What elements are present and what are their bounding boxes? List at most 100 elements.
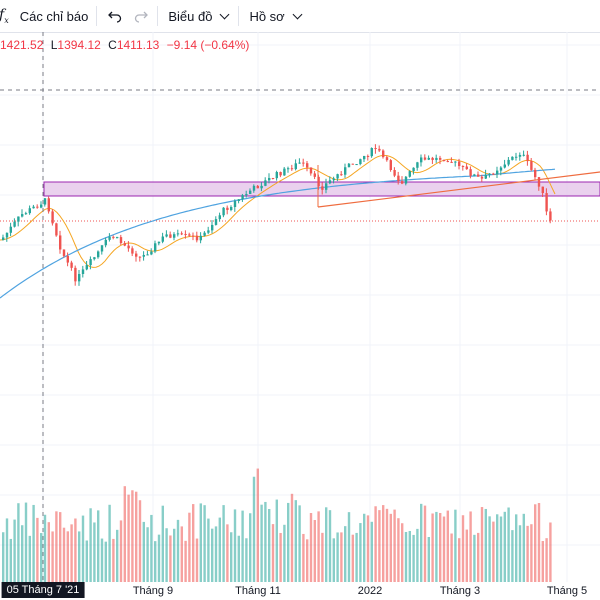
volume-bar [154, 541, 157, 582]
candle [302, 162, 305, 164]
volume-bar [283, 524, 286, 582]
candle [85, 265, 88, 270]
candle [526, 154, 529, 162]
volume-bar [537, 503, 541, 582]
volume-bar [97, 510, 100, 582]
candle [245, 194, 248, 196]
volume-bar [454, 509, 457, 582]
volume-bar [515, 514, 518, 582]
candle [522, 154, 525, 156]
volume-bar [309, 513, 313, 582]
candle [283, 168, 286, 176]
volume-bar [127, 494, 130, 582]
price-chart[interactable] [0, 32, 600, 582]
candle [507, 159, 510, 165]
indicators-button[interactable]: fx Các chỉ báo [0, 0, 96, 32]
volume-bar [93, 522, 96, 582]
time-axis[interactable]: 05 Tháng 7 '21 Tháng 9 Tháng 11 2022 Thá… [0, 582, 600, 600]
volume-bar [237, 535, 240, 582]
volume-bar [355, 532, 358, 582]
chart-menu-button[interactable]: Biểu đồ [158, 0, 238, 32]
volume-bar [336, 532, 339, 582]
volume-bar [328, 510, 332, 582]
candle [488, 173, 491, 175]
volume-bar [279, 532, 282, 582]
candle [112, 236, 115, 238]
candle [412, 167, 415, 172]
legend-low-label: L [50, 38, 58, 52]
volume-bar [104, 541, 107, 582]
candle [321, 186, 324, 190]
volume-bar [461, 515, 465, 582]
x-tick-label: Tháng 5 [546, 585, 588, 597]
candle [226, 207, 229, 211]
candle [40, 204, 43, 208]
volume-bar [378, 510, 381, 582]
candle [161, 236, 164, 242]
volume-bar [222, 505, 225, 582]
volume-bar [78, 531, 81, 582]
volume-bar [268, 509, 271, 582]
volume-bar [492, 521, 495, 582]
volume-bar [142, 521, 145, 582]
volume-bar [290, 493, 294, 582]
volume-bar [545, 538, 548, 582]
candle [268, 177, 271, 181]
trendline [317, 171, 600, 208]
volume-bar [135, 491, 138, 582]
volume-bar [245, 538, 248, 582]
candle [473, 174, 476, 176]
candle [378, 148, 381, 151]
profile-menu-button[interactable]: Hồ sơ [239, 0, 310, 32]
volume-bar [9, 538, 12, 582]
moving-average-slow [0, 168, 556, 299]
volume-bar [112, 538, 115, 582]
candle [290, 168, 294, 170]
volume-bar [401, 523, 404, 582]
candle [294, 163, 297, 170]
volume-bar [351, 534, 354, 582]
candle [439, 157, 442, 160]
candle [2, 237, 5, 240]
candle [420, 157, 423, 163]
moving-average-fast [0, 154, 556, 268]
candle [66, 255, 69, 263]
candle [287, 168, 290, 170]
x-tick-label: Tháng 3 [439, 585, 481, 597]
volume-bar [146, 527, 149, 582]
candle [484, 174, 487, 179]
volume-bar [264, 501, 267, 582]
volume-bar [85, 540, 88, 582]
volume-bar [423, 505, 427, 582]
volume-bar [195, 538, 199, 582]
volume-bar [66, 531, 69, 582]
chevron-down-icon [220, 9, 230, 19]
candle [195, 235, 199, 241]
candle [397, 175, 400, 182]
candle [499, 167, 503, 171]
candle [89, 259, 92, 266]
volume-bar [24, 502, 28, 582]
volume-bar [116, 529, 119, 582]
candle [180, 233, 183, 235]
volume-bar [123, 486, 126, 582]
volume-bar [51, 531, 54, 582]
candle [176, 233, 180, 235]
undo-button[interactable] [97, 0, 129, 32]
volume-bar [518, 525, 522, 582]
volume-bar [488, 516, 491, 582]
volume-bar [393, 509, 396, 582]
volume-bar [131, 490, 134, 582]
candle [385, 157, 389, 161]
candle [214, 219, 218, 225]
candle [157, 241, 161, 244]
candle [169, 234, 172, 238]
candle [93, 257, 96, 260]
candle [325, 183, 328, 190]
candle [401, 181, 404, 184]
candle [370, 148, 373, 157]
candle [146, 254, 149, 256]
redo-button[interactable] [129, 0, 157, 32]
candle [36, 206, 39, 208]
candle [62, 249, 66, 256]
